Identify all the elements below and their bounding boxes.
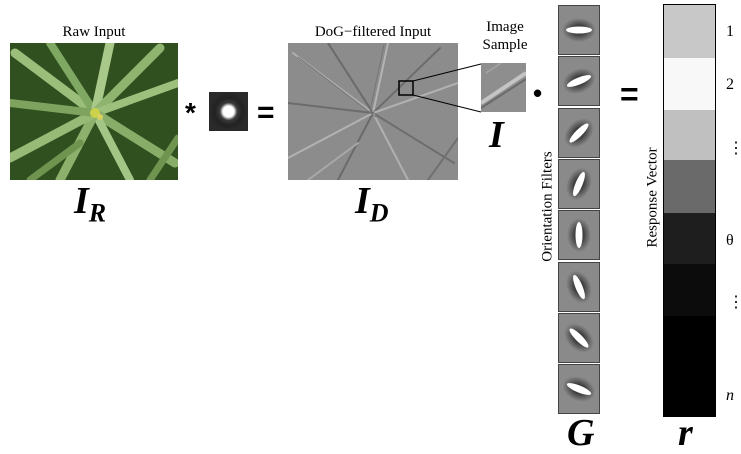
response-cell-2 xyxy=(664,58,716,110)
raw-input-symbol: IR xyxy=(74,180,107,228)
response-index-vdots-1: ⋮ xyxy=(728,140,741,157)
response-cell-5 xyxy=(664,213,716,264)
response-index-vdots-2: ⋮ xyxy=(728,294,741,311)
dog-filtered-symbol: ID xyxy=(355,180,389,228)
image-sample-symbol: I xyxy=(489,114,504,156)
dot-product-operator: • xyxy=(533,78,543,108)
response-vector-symbol: r xyxy=(678,412,693,454)
image-sample-patch xyxy=(481,63,526,112)
filters-symbol: G xyxy=(567,412,595,454)
equals-sign-2: = xyxy=(620,76,639,112)
image-sample-title-line2: Sample xyxy=(482,37,528,53)
convolution-operator: * xyxy=(185,97,196,128)
orientation-filter-1 xyxy=(558,5,600,55)
response-index-n: n xyxy=(726,387,734,404)
orientation-filter-2 xyxy=(558,56,600,107)
image-sample-title: Image Sample xyxy=(470,18,540,54)
raw-input-title: Raw Input xyxy=(62,24,126,40)
raw-input-image xyxy=(10,43,178,180)
dog-filtered-title: DoG−filtered Input xyxy=(314,24,432,40)
response-cell-6 xyxy=(664,264,716,316)
dog-filtered-image xyxy=(288,43,458,180)
response-index-theta: θ xyxy=(726,232,734,249)
dog-kernel-image xyxy=(209,92,248,131)
response-index-2: 2 xyxy=(726,76,734,93)
response-vector-frame xyxy=(663,4,716,417)
equals-sign-1: = xyxy=(257,96,275,129)
orientation-filter-7 xyxy=(558,312,600,363)
orientation-filter-4 xyxy=(558,158,600,209)
response-cell-7 xyxy=(664,316,716,416)
orientation-filter-8 xyxy=(558,364,600,415)
response-vector-label: Response Vector xyxy=(644,147,661,248)
response-cell-1 xyxy=(664,5,716,58)
orientation-filter-3 xyxy=(558,107,600,158)
response-cell-4 xyxy=(664,160,716,213)
orientation-filter-5 xyxy=(558,210,600,261)
response-cell-3 xyxy=(664,110,716,160)
orientation-filter-6 xyxy=(558,261,600,312)
orientation-filters-label: Orientation Filters xyxy=(539,151,556,262)
response-index-1: 1 xyxy=(726,23,734,40)
image-sample-title-line1: Image xyxy=(486,19,524,35)
